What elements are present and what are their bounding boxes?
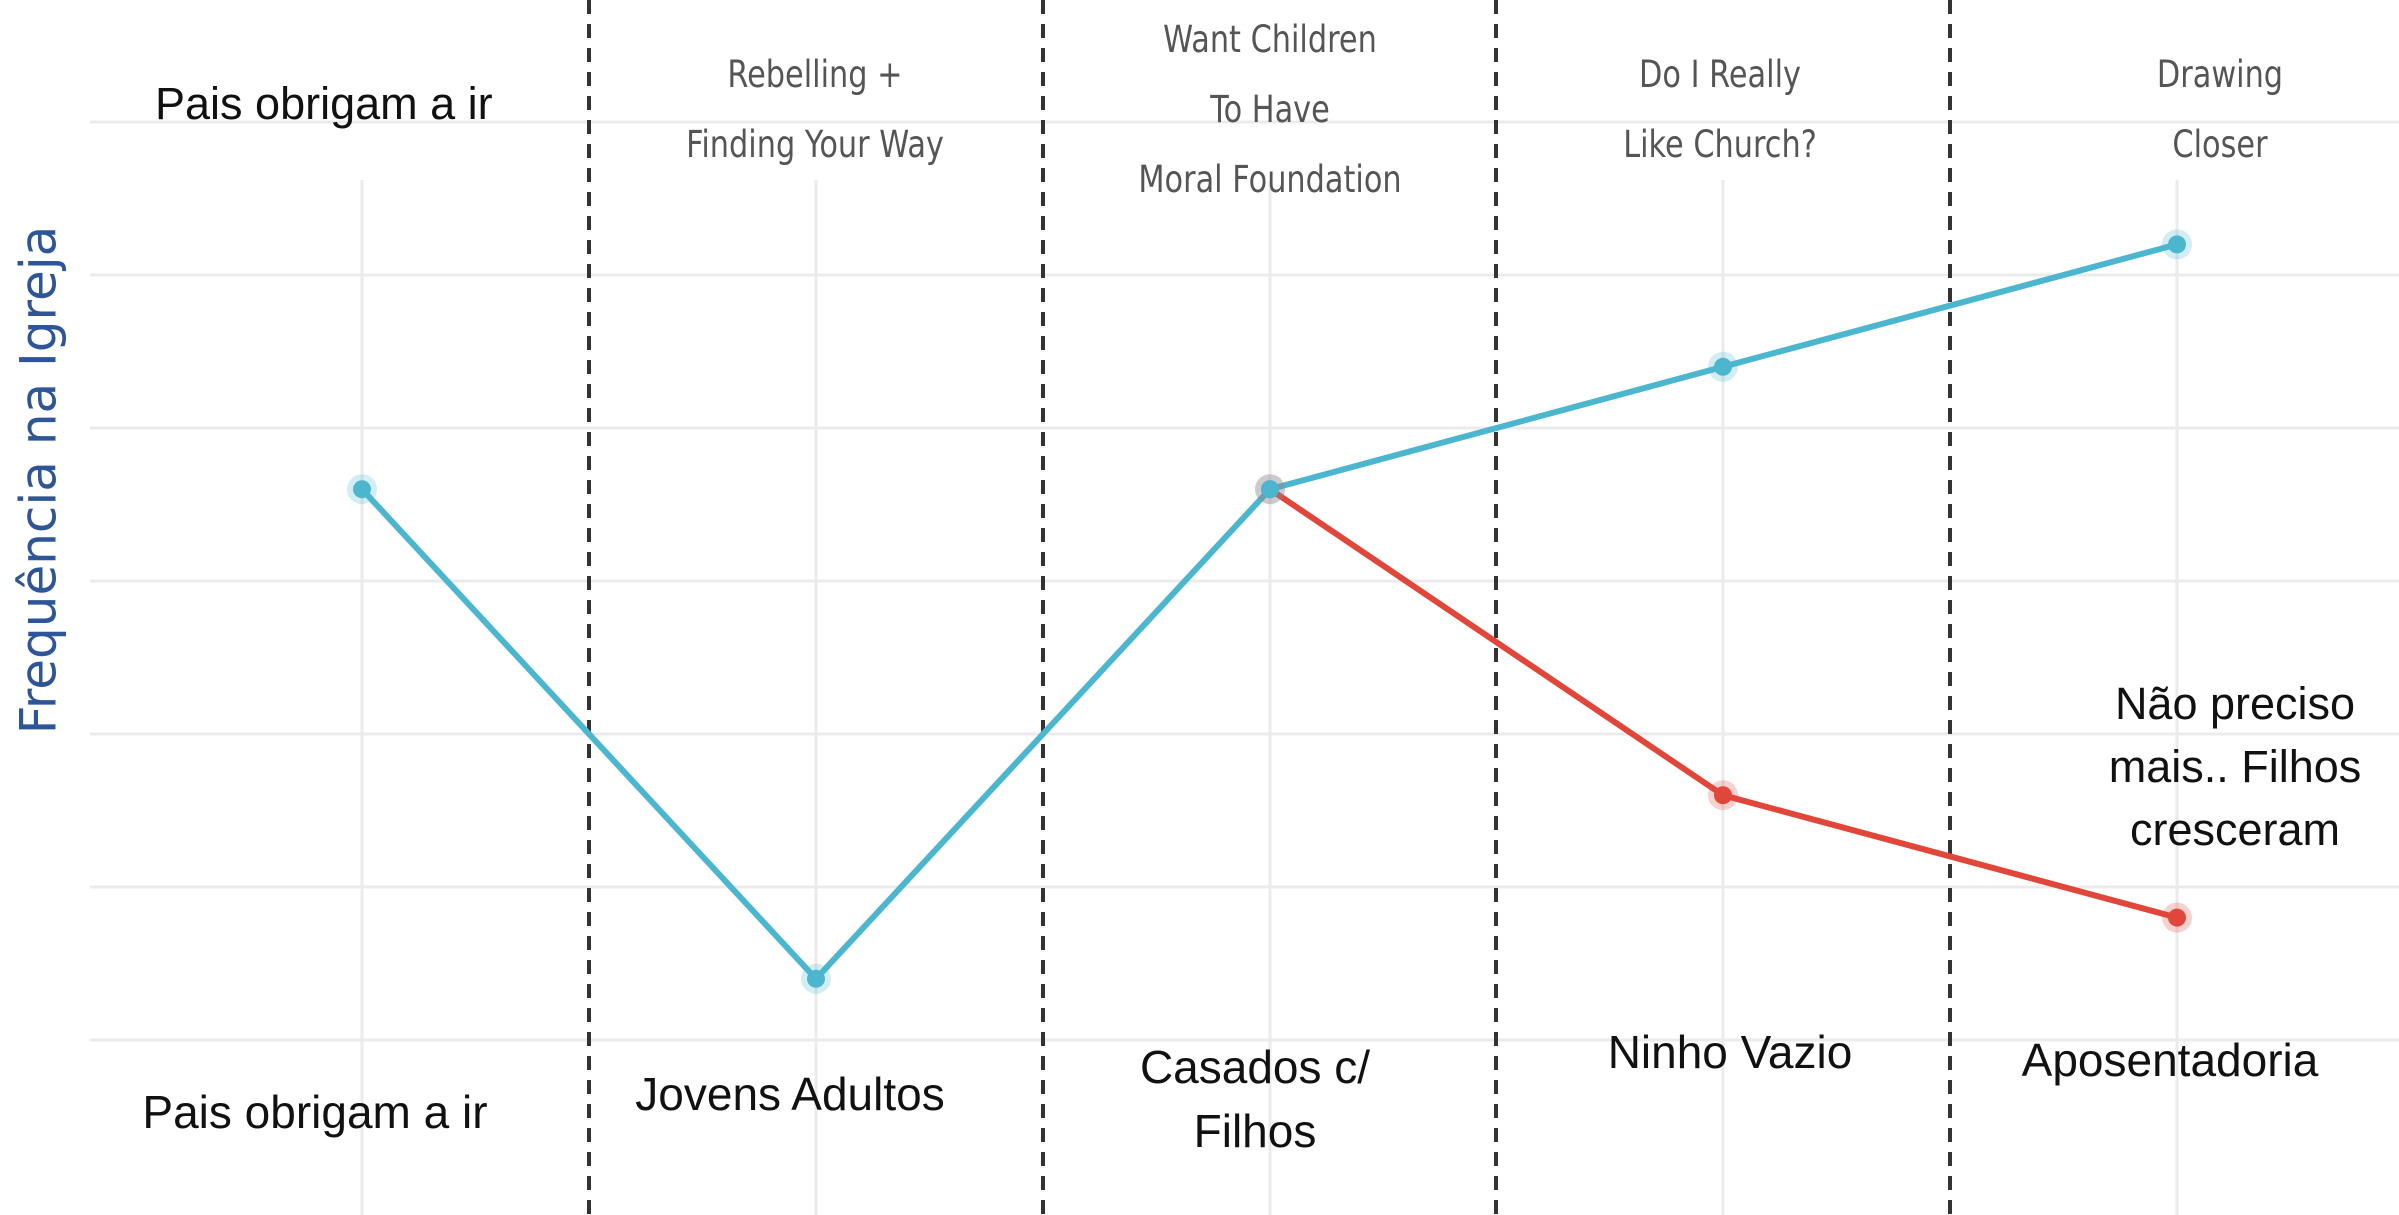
y-axis-label: Frequência na Igreja	[9, 225, 67, 735]
data-point	[807, 969, 825, 988]
top-label-stage-2: Rebelling + Finding Your Way	[686, 53, 944, 166]
top-label-stage-1: Pais obrigam a ir	[155, 78, 493, 129]
x-tick-label-stage-3: Casados c/ Filhos	[1139, 1041, 1371, 1157]
top-label-stage-4: Do I Really Like Church?	[1623, 53, 1817, 166]
data-point	[1714, 357, 1732, 376]
data-point	[2168, 908, 2186, 927]
data-point	[2168, 235, 2186, 254]
annotation-children-grown: Não preciso mais.. Filhos cresceram	[2108, 678, 2362, 855]
stage-dividers	[587, 0, 1952, 1215]
top-label-stage-3: Want Children To Have Moral Foundation	[1138, 18, 1402, 201]
x-tick-label-stage-2: Jovens Adultos	[635, 1068, 945, 1120]
x-tick-label-stage-1: Pais obrigam a ir	[142, 1086, 488, 1138]
data-point	[1714, 786, 1732, 805]
data-points	[347, 229, 2192, 994]
grid	[90, 120, 2399, 1215]
data-point	[1261, 480, 1279, 499]
top-label-stage-5: Drawing Closer	[2156, 53, 2284, 166]
x-tick-label-stage-5: Aposentadoria	[2021, 1034, 2319, 1086]
data-point	[353, 480, 371, 499]
x-tick-label-stage-4: Ninho Vazio	[1607, 1026, 1853, 1078]
